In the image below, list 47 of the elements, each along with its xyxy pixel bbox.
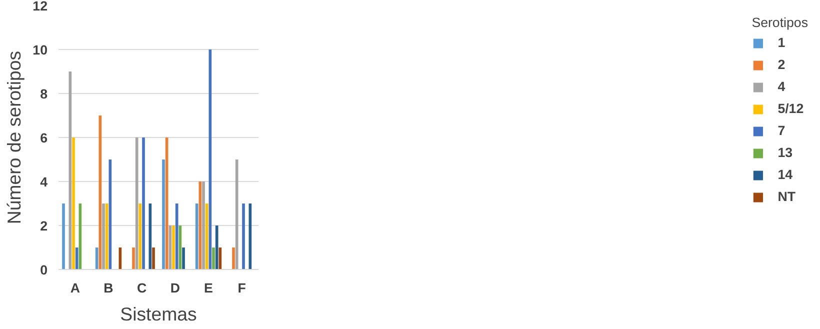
x-tick-label: F [238,280,246,296]
bar [75,248,78,270]
x-axis-title: Sistemas [120,304,197,324]
y-tick-label: 6 [40,130,48,146]
legend-label: 1 [778,35,786,50]
x-tick-label: A [70,280,80,296]
bar [102,204,105,270]
legend-label: 14 [778,167,794,182]
legend-label: 7 [778,123,786,138]
legend-title: Serotipos [752,15,808,30]
y-tick-label: 12 [32,0,48,14]
y-tick-label: 8 [40,86,48,102]
bar [212,248,215,270]
bar [172,226,175,270]
x-tick-label: B [104,280,114,296]
bar [135,138,138,270]
bar [232,248,235,270]
legend-label: NT [778,189,796,204]
bar [62,204,65,270]
legend-label: 2 [778,57,786,72]
bar [95,248,98,270]
bar [72,138,75,270]
legend-label: 13 [778,145,794,160]
bar [182,248,185,270]
bar [152,248,155,270]
x-tick-label: C [137,280,148,296]
y-tick-label: 4 [40,174,48,190]
bar [242,204,245,270]
bar [162,160,165,270]
y-tick-label: 10 [32,42,48,58]
bar [105,204,108,270]
bar [175,204,178,270]
x-tick-label: D [170,280,180,296]
bar [195,204,198,270]
bar [215,226,218,270]
bar [235,160,238,270]
bar [132,248,135,270]
bar [205,204,208,270]
bar [165,138,168,270]
y-tick-label: 0 [40,262,48,278]
legend-label: 4 [778,79,786,94]
y-axis-title: Número de serotipos [4,50,25,224]
bar [202,182,205,270]
legend-label: 5/12 [778,101,804,116]
bar [142,138,145,270]
y-tick-label: 2 [40,218,48,234]
x-tick-label: E [204,280,214,296]
